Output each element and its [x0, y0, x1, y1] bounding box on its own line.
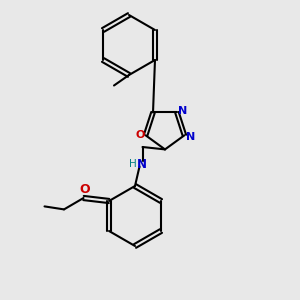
- Text: N: N: [137, 158, 147, 171]
- Text: H: H: [129, 159, 137, 169]
- Text: O: O: [80, 183, 90, 196]
- Text: O: O: [136, 130, 145, 140]
- Text: N: N: [186, 132, 195, 142]
- Text: N: N: [178, 106, 187, 116]
